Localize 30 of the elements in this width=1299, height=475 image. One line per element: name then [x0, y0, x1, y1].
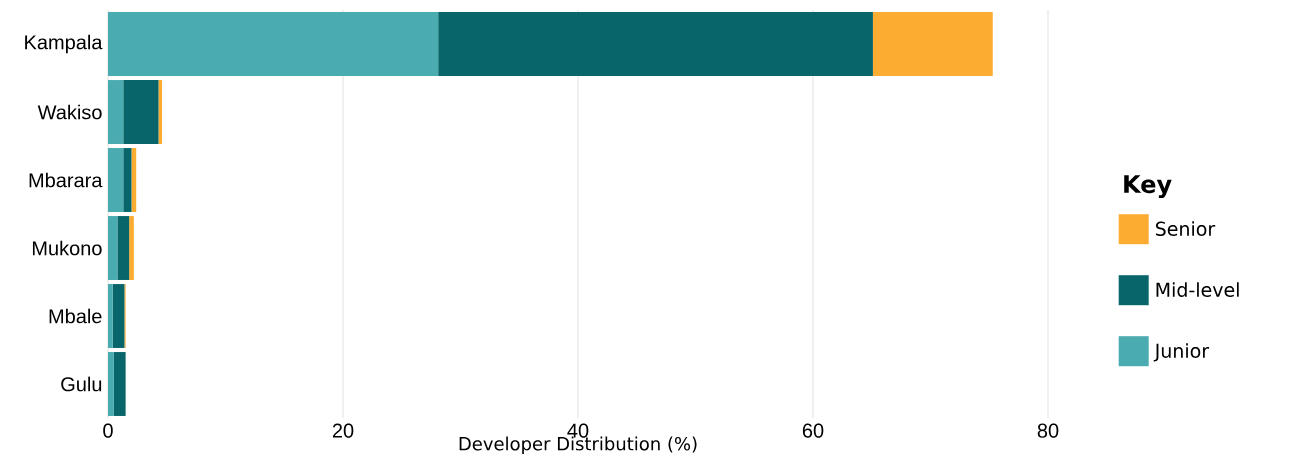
bar: [872, 12, 993, 76]
y-tick-label: Mukono: [32, 240, 102, 256]
legend-label: Junior: [1153, 343, 1210, 362]
legend-label: Senior: [1155, 221, 1216, 236]
y-tick-label: Gulu: [61, 376, 102, 392]
y-tick-label: Mbale: [49, 308, 102, 324]
x-tick-label: 40: [567, 423, 589, 438]
bar: [112, 284, 125, 348]
bar: [438, 12, 873, 76]
bar: [108, 148, 124, 212]
bar: [129, 216, 134, 280]
legend-label: Mid-level: [1156, 282, 1239, 297]
x-tick-label: 0: [103, 423, 113, 438]
bar: [123, 148, 132, 212]
bar: [108, 80, 124, 144]
y-tick-label: Mbarara: [29, 172, 103, 188]
bar: [108, 216, 118, 280]
bar: [108, 352, 114, 416]
y-tick-label: Wakiso: [37, 104, 102, 120]
bar: [108, 284, 113, 348]
bar: [123, 80, 159, 144]
x-axis-title: Developer Distribution (%): [459, 436, 697, 454]
x-tick-label: 60: [802, 423, 824, 438]
bar: [117, 216, 130, 280]
bar: [113, 352, 126, 416]
y-tick-label: Kampala: [25, 34, 103, 54]
legend-title: Key: [1124, 175, 1172, 199]
x-tick-label: 80: [1037, 423, 1059, 438]
x-tick-label: 20: [332, 423, 354, 438]
bar: [108, 12, 439, 76]
